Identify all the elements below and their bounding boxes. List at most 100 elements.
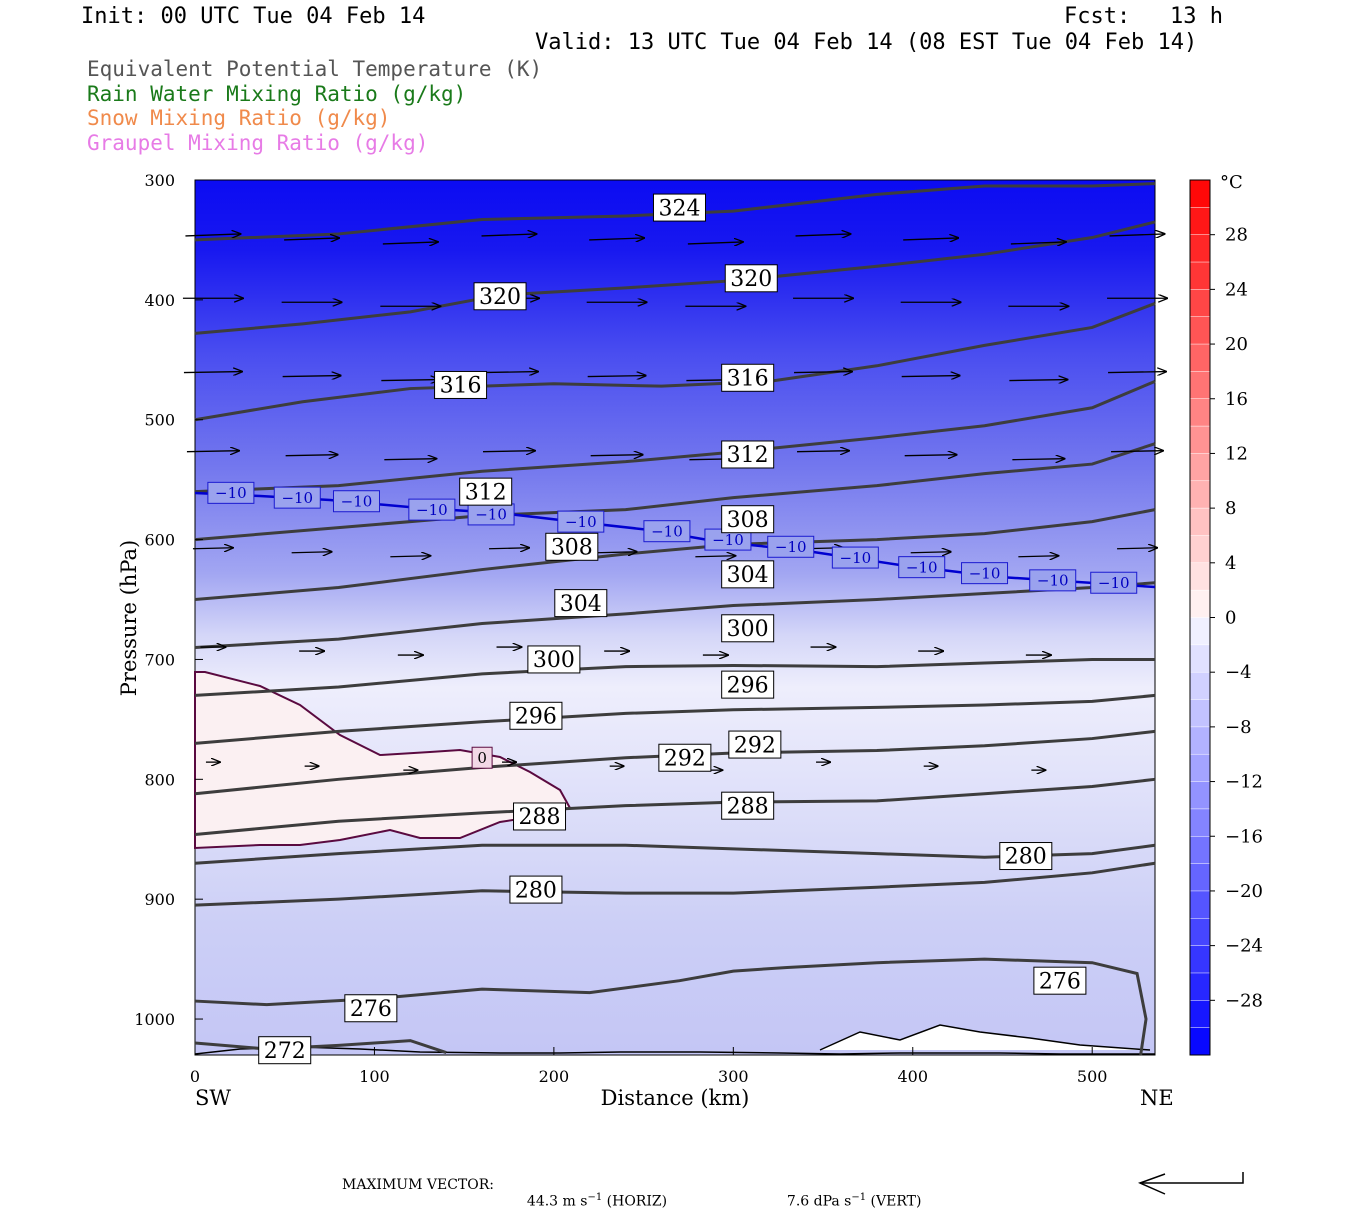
theta-e-line	[194, 220, 1156, 335]
theta-e-line	[194, 861, 1156, 907]
colorbar-tick-label: −20	[1225, 881, 1263, 902]
colorbar-segment	[1189, 808, 1211, 837]
wind-arrow	[695, 556, 735, 557]
y-tick-label: 1000	[134, 1010, 175, 1029]
isotherm-label-box	[643, 520, 691, 543]
wind-arrow	[904, 455, 957, 456]
theta-e-label: 312	[727, 443, 769, 468]
wind-arrow	[1108, 372, 1166, 373]
theta-e-labels: 324 320 320 316 316 312 312 308 308 304 304 300 300 2…	[258, 193, 1087, 1065]
theta-e-label-box	[721, 505, 775, 534]
var-graupel: Graupel Mixing Ratio (g/kg)	[87, 131, 429, 155]
colorbar-segment	[1189, 343, 1211, 373]
colorbar-segment	[1189, 589, 1211, 619]
wind-arrow	[489, 548, 529, 549]
init-time: Init: 00 UTC Tue 04 Feb 14	[81, 4, 426, 29]
colorbar-segment	[1189, 781, 1211, 810]
colorbar-tick-label: −8	[1225, 717, 1252, 738]
wind-arrow	[183, 372, 242, 373]
vert-tail: (VERT)	[866, 1193, 922, 1210]
theta-e-line	[194, 657, 1155, 697]
theta-e-label: 320	[730, 267, 772, 292]
colorbar-tick-label: −4	[1225, 662, 1252, 683]
theta-e-label: 312	[465, 480, 507, 505]
colorbar-tick-label: −16	[1225, 826, 1263, 847]
max-vector-vert: 7.6 dPa s−1 (VERT)	[778, 1176, 922, 1210]
theta-e-label: 304	[560, 592, 602, 617]
theta-e-label: 280	[515, 878, 557, 903]
wind-arrow	[587, 376, 646, 377]
colorbar-segment	[1189, 261, 1211, 291]
wind-arrow	[795, 234, 851, 236]
wind-arrow	[1111, 451, 1163, 452]
wind-arrow	[910, 552, 951, 553]
var-rain: Rain Water Mixing Ratio (g/kg)	[87, 82, 467, 106]
theta-e-line	[194, 442, 1156, 542]
warm-region	[194, 671, 572, 850]
theta-e-label: 308	[727, 508, 769, 533]
y-tick-label: 500	[144, 411, 175, 430]
colorbar-tick-label: −28	[1225, 990, 1263, 1011]
theta-e-label: 292	[664, 746, 706, 771]
isotherm-label: −10	[1037, 572, 1069, 590]
isotherm-label: −10	[215, 484, 247, 502]
wind-arrow	[1109, 234, 1165, 236]
theta-e-label-box	[721, 440, 775, 469]
colorbar-segment	[1189, 644, 1211, 673]
zero-isotherm-label-box	[471, 746, 493, 769]
horiz-tail: (HORIZ)	[602, 1193, 668, 1210]
forecast-hour: Fcst: 13 h	[1064, 4, 1223, 29]
wind-arrow	[186, 451, 239, 452]
theta-e-line	[194, 182, 1156, 242]
isotherm-label: −10	[712, 531, 744, 549]
bottom-bump	[819, 1024, 1151, 1051]
isotherm-label-box	[767, 535, 815, 558]
wind-arrow	[903, 238, 958, 240]
theta-e-label-box	[652, 193, 706, 222]
colorbar-segment	[1189, 699, 1211, 728]
colorbar-tick-label: 24	[1225, 279, 1248, 300]
colorbar-unit: °C	[1220, 172, 1243, 193]
wind-arrow	[390, 556, 430, 557]
colorbar-segment	[1189, 890, 1211, 920]
theta-e-label: 272	[264, 1039, 306, 1064]
isotherm-label-box	[961, 562, 1009, 585]
wind-arrow	[382, 242, 438, 244]
wind-arrow	[1117, 548, 1157, 549]
theta-e-label-box	[721, 791, 775, 820]
wind-arrow	[1009, 380, 1067, 381]
wind-arrow	[384, 459, 436, 460]
colorbar-segment	[1189, 316, 1211, 345]
colorbar-segment	[1189, 726, 1211, 755]
theta-e-line	[194, 693, 1156, 745]
x-tick-label: 100	[359, 1067, 390, 1086]
plot-background	[194, 179, 1156, 1056]
wind-arrow	[589, 238, 644, 240]
isotherm-label-box	[1029, 569, 1077, 592]
max-vector-prefix: MAXIMUM VECTOR:	[342, 1177, 494, 1193]
theta-e-label-box	[658, 743, 712, 772]
colorbar-segment	[1189, 207, 1211, 236]
horiz-exp: −1	[587, 1192, 603, 1203]
wind-arrow	[481, 234, 537, 236]
theta-e-label-box	[434, 370, 488, 399]
theta-e-label: 280	[1005, 845, 1047, 870]
wind-arrow	[1018, 556, 1058, 557]
isotherm-label-box	[273, 486, 321, 509]
wind-arrow	[285, 455, 338, 456]
wind-arrow	[596, 552, 637, 553]
wind-arrow	[590, 455, 643, 456]
x-tick-label: 400	[897, 1067, 928, 1086]
var-snow: Snow Mixing Ratio (g/kg)	[87, 106, 391, 130]
zero-isotherm-label: 0	[477, 749, 487, 767]
y-axis: 300 400 500 600 700 800 900 1000	[134, 171, 203, 1029]
x-end-right: NE	[1140, 1086, 1174, 1110]
wind-arrow	[483, 451, 535, 452]
y-tick-label: 700	[144, 650, 175, 669]
isotherm-labels: −10 −10 −10 −10 −10 −10 −10 −10 −10 −10 −10 −10 −10 −…	[207, 481, 1138, 769]
colorbar-segment	[1189, 398, 1211, 427]
theta-e-label-box	[545, 532, 599, 561]
colorbar-segment	[1189, 1027, 1211, 1056]
colorbar-segment	[1189, 480, 1211, 509]
